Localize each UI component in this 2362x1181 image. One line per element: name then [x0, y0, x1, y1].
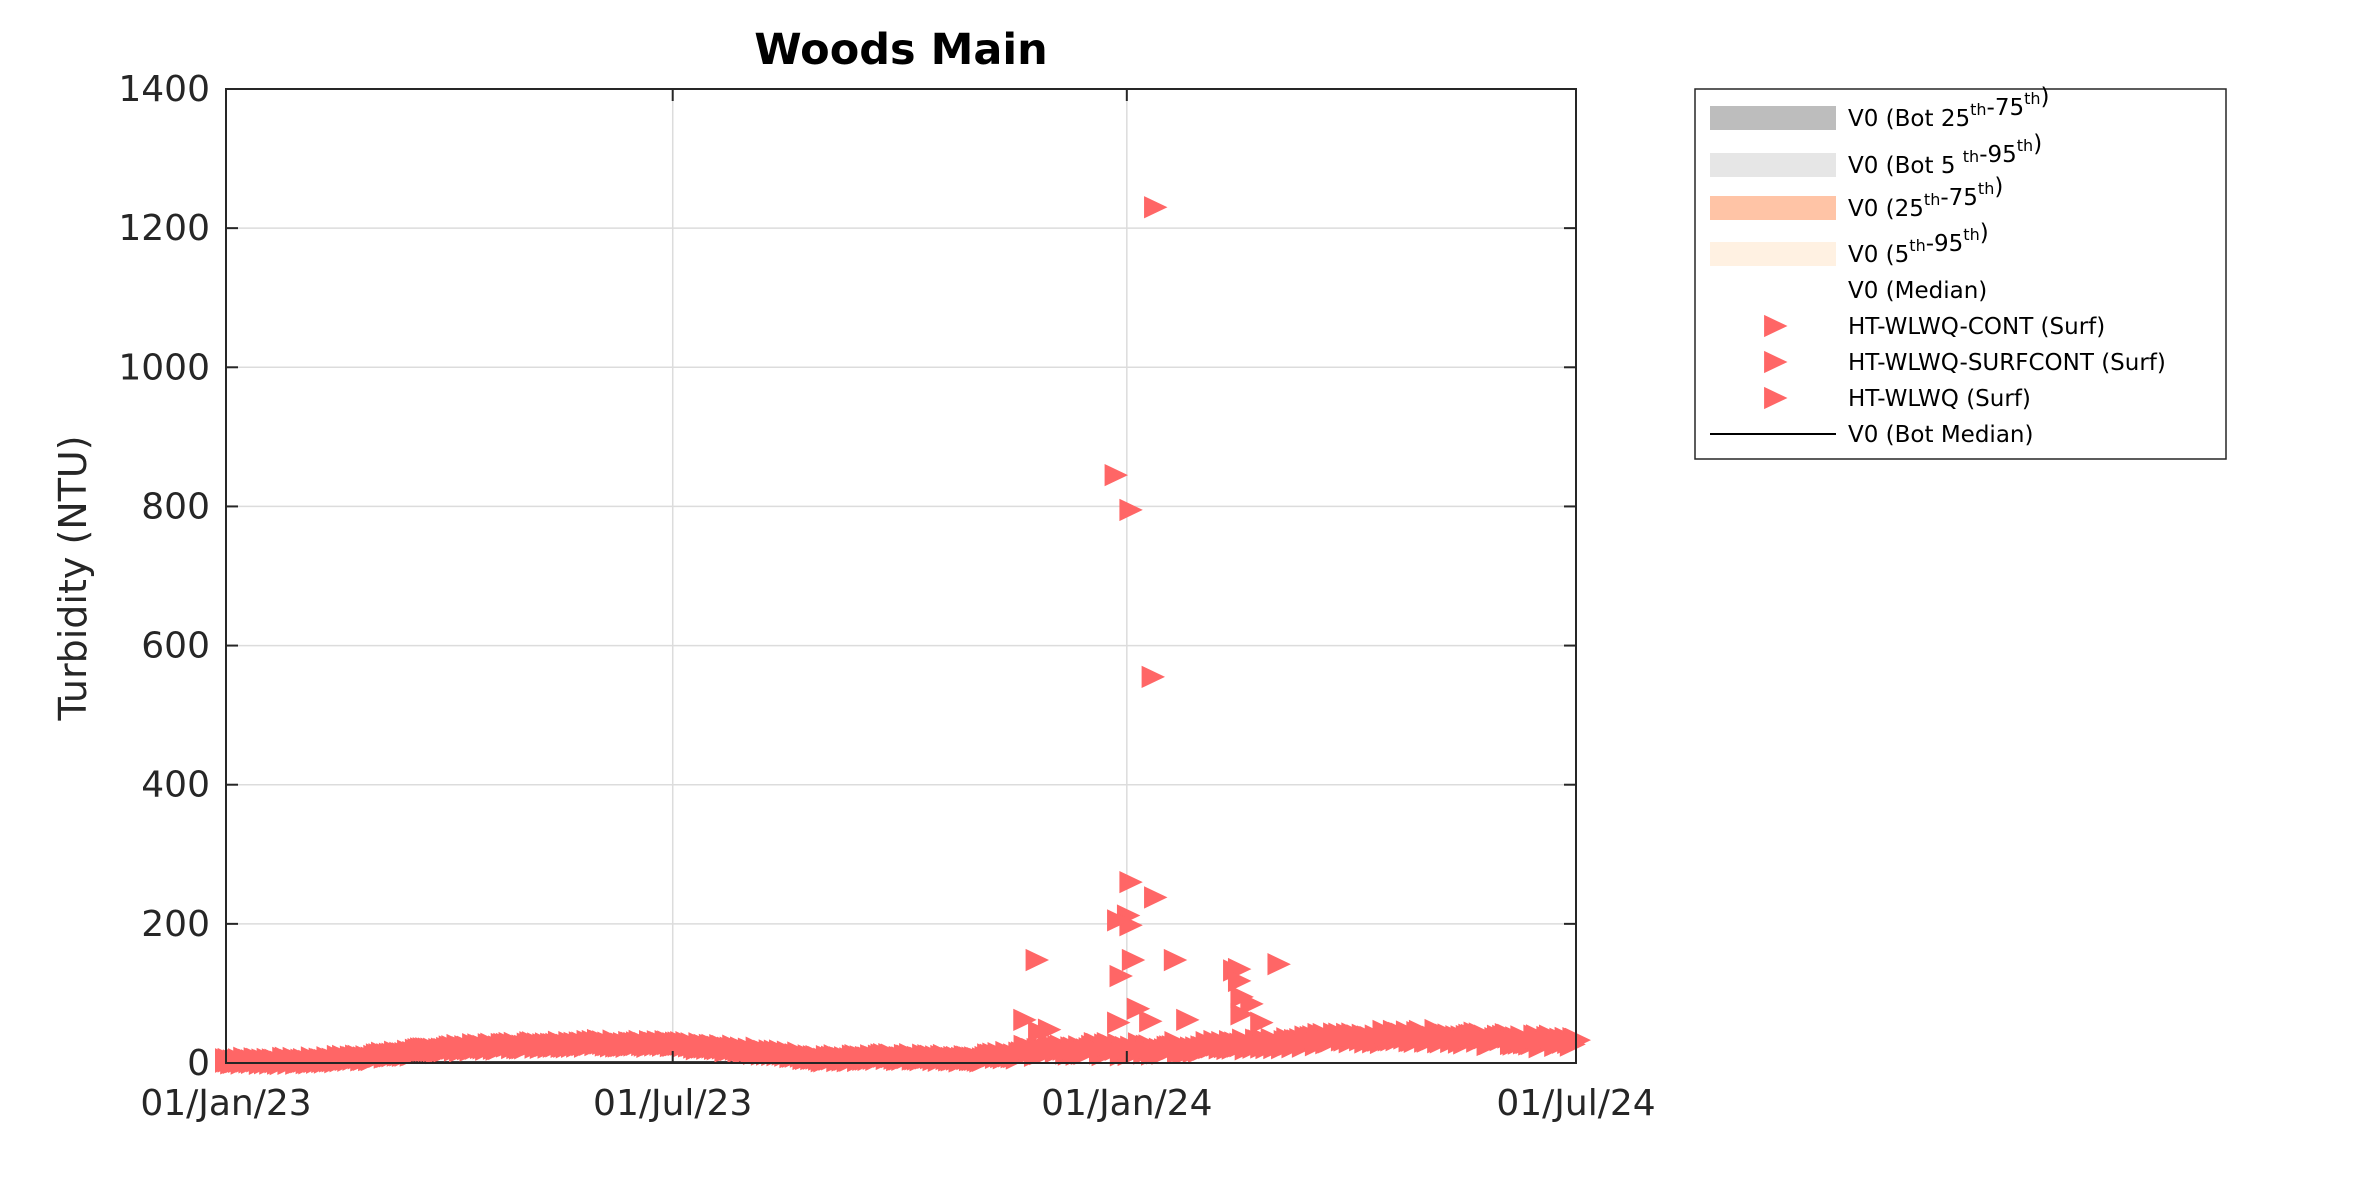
spike-point — [1227, 969, 1252, 993]
chart-title: Woods Main — [754, 25, 1047, 75]
legend: V0 (Bot 25th-75th)V0 (Bot 5 th-95th)V0 (… — [1694, 84, 2227, 460]
x-tick-label: 01/Jan/23 — [140, 1083, 311, 1124]
legend-label: V0 (Bot 25th-75th) — [1848, 84, 2050, 132]
spike-point — [1119, 870, 1143, 894]
gridlines — [226, 89, 1576, 1063]
spike-point — [1107, 909, 1131, 932]
x-tick-label: 01/Jan/24 — [1041, 1083, 1212, 1124]
spike-point — [1126, 997, 1151, 1020]
legend-label: V0 (Bot 5 th-95th) — [1848, 131, 2042, 179]
legend-swatch — [1710, 242, 1836, 266]
spike-point — [1119, 498, 1143, 522]
spike-point — [1109, 964, 1133, 988]
spike-point — [1267, 953, 1291, 976]
data-point — [1565, 1027, 1591, 1053]
spike-point — [1144, 886, 1168, 909]
y-axis-label: Turbidity (NTU) — [51, 435, 95, 721]
spike-point — [1107, 1011, 1131, 1034]
spike-point — [1121, 948, 1146, 972]
legend-label: HT-WLWQ (Surf) — [1848, 386, 2031, 412]
legend-label: V0 (5th-95th) — [1848, 220, 1989, 268]
legend-label: V0 (Median) — [1848, 278, 1987, 304]
spike-point — [1163, 948, 1188, 972]
y-tick-label: 1400 — [118, 69, 210, 110]
legend-swatch — [1710, 106, 1836, 130]
legend-label: HT-WLWQ-CONT (Surf) — [1848, 314, 2105, 340]
axis-ticks: 0 200 400 600 800 1000 1200 1400 01/Jan/23 01/Jul… — [118, 69, 1655, 1124]
y-tick-label: 800 — [141, 486, 210, 527]
legend-swatch — [1710, 196, 1836, 220]
spike-point — [1025, 948, 1050, 972]
y-tick-label: 200 — [141, 904, 210, 945]
legend-swatch — [1710, 153, 1836, 177]
legend-marker — [1764, 386, 1788, 410]
spike-point — [1141, 665, 1166, 689]
y-tick-label: 600 — [141, 626, 210, 667]
y-tick-label: 400 — [141, 765, 210, 806]
data-markers — [215, 196, 1591, 1076]
y-tick-label: 1000 — [118, 347, 210, 388]
x-tick-label: 01/Jul/23 — [593, 1083, 752, 1124]
spike-point — [1139, 1010, 1163, 1033]
y-tick-label: 0 — [187, 1043, 210, 1084]
legend-marker — [1764, 314, 1788, 338]
legend-label: HT-WLWQ-SURFCONT (Surf) — [1848, 350, 2166, 376]
legend-marker — [1764, 350, 1788, 374]
spike-point — [1230, 1003, 1254, 1026]
plot-area-frame — [225, 88, 1577, 1064]
y-tick-label: 1200 — [118, 208, 210, 249]
legend-label: V0 (25th-75th) — [1848, 174, 2003, 222]
spike-point — [1176, 1008, 1200, 1032]
spike-point — [1144, 196, 1168, 219]
spike-point — [1104, 463, 1128, 487]
spike-point — [1013, 1008, 1037, 1032]
spike-point — [1037, 1018, 1062, 1041]
spike-point — [1240, 992, 1264, 1016]
legend-label: V0 (Bot Median) — [1848, 422, 2033, 448]
x-tick-label: 01/Jul/24 — [1496, 1083, 1655, 1124]
spike-point — [1250, 1011, 1274, 1034]
